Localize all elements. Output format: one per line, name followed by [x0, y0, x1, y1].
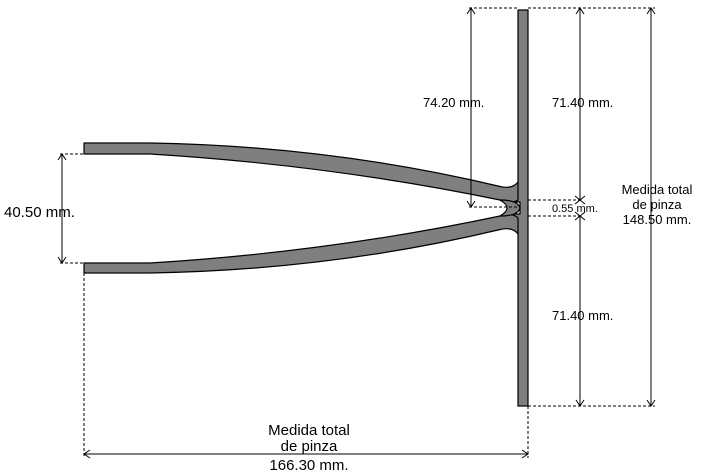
total-height-line1: Medida total	[622, 182, 693, 197]
total-length-line1: Medida total	[268, 422, 350, 439]
total-length-line2: de pinza	[281, 438, 338, 455]
upper-jaw-dimension: 74.20 mm.	[423, 7, 518, 208]
total-length-line3: 166.30 mm.	[269, 457, 348, 474]
tweezers-part	[83, 9, 529, 407]
left-spread-dimension: 40.50 mm.	[4, 153, 84, 264]
stem-dimensions: 71.40 mm. 0.55 mm. 71.40 mm.	[528, 7, 655, 407]
total-height-line2: de pinza	[632, 197, 682, 212]
upper-jaw	[83, 142, 519, 203]
lower-jaw	[83, 213, 519, 274]
left-spread-label: 40.50 mm.	[4, 204, 75, 221]
upper-jaw-label: 74.20 mm.	[423, 95, 484, 110]
tip-nub	[499, 199, 521, 217]
total-height-dimension: Medida total de pinza 148.50 mm.	[622, 7, 693, 407]
gap-label: 0.55 mm.	[552, 203, 598, 215]
lower-stem-label: 71.40 mm.	[552, 308, 613, 323]
total-height-line3: 148.50 mm.	[623, 212, 692, 227]
total-length-dimension: Medida total de pinza 166.30 mm.	[83, 273, 529, 474]
upper-stem-label: 71.40 mm.	[552, 95, 613, 110]
